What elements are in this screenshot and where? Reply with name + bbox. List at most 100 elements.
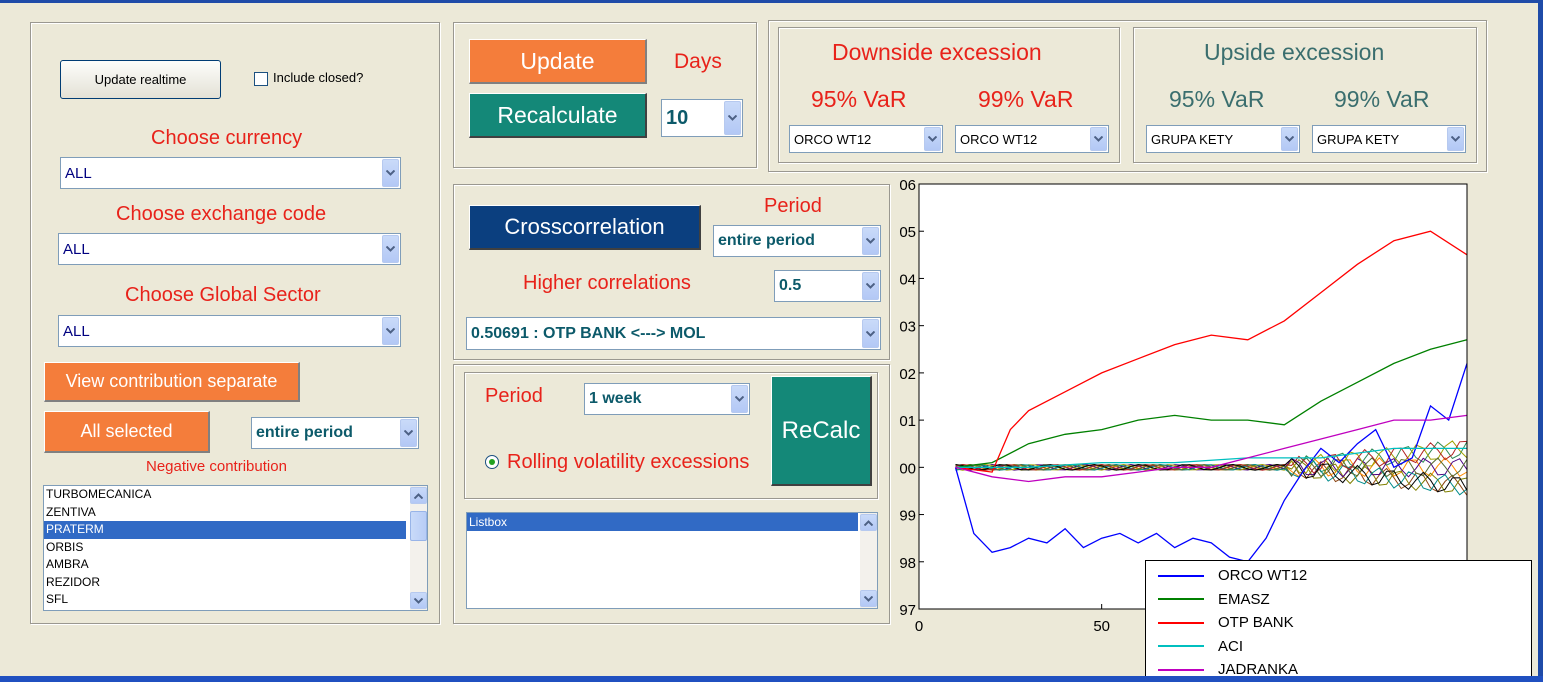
y-tick-label: 06 — [899, 177, 916, 194]
legend-entry: EMASZ — [1146, 588, 1270, 611]
y-tick-label: 01 — [899, 413, 916, 430]
rolling-volatility-radio[interactable] — [485, 455, 499, 469]
var-outer-panel — [768, 20, 1487, 172]
window-top-border — [0, 0, 1543, 3]
x-tick-label: 0 — [915, 618, 923, 635]
downside-var99-select[interactable]: ORCO WT12 — [955, 125, 1109, 153]
upside-var95-select[interactable]: GRUPA KETY — [1146, 125, 1300, 153]
crosscorrelation-button[interactable]: Crosscorrelation — [469, 205, 701, 250]
downside-panel — [778, 27, 1120, 163]
crosscorrelation-panel — [453, 184, 890, 360]
chevron-down-icon — [1447, 127, 1464, 151]
plot-area — [918, 183, 1468, 610]
y-tick-label: 04 — [899, 271, 916, 288]
downside-title: Downside excession — [832, 39, 1042, 65]
higher-correlations-value: 0.5 — [779, 277, 802, 294]
higher-correlations-select[interactable]: 0.5 — [774, 270, 881, 302]
legend-swatch — [1158, 621, 1204, 624]
rolling-period-value: 1 week — [589, 390, 642, 407]
crosscorr-period-select[interactable]: entire period — [713, 225, 881, 257]
list-item[interactable]: ZENTIVA — [46, 504, 96, 519]
left-period-value: entire period — [256, 424, 353, 441]
listbox-scrollbar[interactable] — [860, 513, 877, 608]
series-line-1 — [955, 339, 1468, 468]
scroll-thumb[interactable] — [410, 511, 427, 541]
list-item[interactable]: SFL — [46, 592, 69, 606]
choose-sector-label: Choose Global Sector — [125, 284, 321, 306]
series-line-0 — [954, 363, 1468, 563]
scroll-down-button[interactable] — [860, 590, 877, 607]
chevron-down-icon — [731, 385, 748, 413]
list-item[interactable]: PRATERM — [44, 521, 406, 539]
legend-label: EMASZ — [1218, 590, 1270, 608]
chevron-down-icon — [400, 419, 417, 447]
chevron-down-icon — [382, 317, 399, 345]
recalc-button[interactable]: ReCalc — [771, 376, 872, 486]
left-period-select[interactable]: entire period — [251, 417, 419, 449]
legend-label: ACI — [1218, 637, 1244, 655]
chart-legend: ORCO WT12 EMASZ OTP BANK ACI JADRANKA — [1145, 560, 1532, 682]
list-item[interactable]: ORBIS — [46, 539, 84, 554]
sector-value: ALL — [63, 322, 90, 340]
update-realtime-button[interactable]: Update realtime — [60, 60, 221, 99]
chevron-down-icon — [724, 101, 741, 135]
negative-contribution-items: TURBOMECANICA ZENTIVA PRATERM ORBIS AMBRA REZ… — [44, 486, 406, 609]
days-select[interactable]: 10 — [661, 99, 743, 137]
negative-contribution-list[interactable]: TURBOMECANICA ZENTIVA PRATERM ORBIS AMBRA REZ… — [43, 485, 428, 611]
line-chart: 97989900010203040506050100 — [899, 177, 1468, 635]
upside-var95-value: GRUPA KETY — [1151, 131, 1234, 147]
update-button[interactable]: Update — [469, 39, 647, 84]
x-tick-label: 50 — [1093, 618, 1110, 635]
downside-var99-value: ORCO WT12 — [960, 131, 1038, 147]
legend-swatch — [1158, 574, 1204, 577]
list-scrollbar[interactable] — [410, 486, 427, 610]
upside-var99-value: GRUPA KETY — [1317, 131, 1400, 147]
legend-entry: ACI — [1146, 635, 1243, 658]
legend-entry: ORCO WT12 — [1146, 564, 1307, 587]
correlation-pair-select[interactable]: 0.50691 : OTP BANK <---> MOL — [466, 317, 881, 350]
exchange-select[interactable]: ALL — [58, 233, 401, 265]
chevron-down-icon — [1090, 127, 1107, 151]
y-tick-label: 03 — [899, 319, 916, 336]
upside-var95-label: 95% VaR — [1169, 86, 1265, 112]
list-item[interactable]: TURBOMECANICA — [46, 487, 152, 501]
rolling-period-label: Period — [485, 385, 543, 407]
currency-select[interactable]: ALL — [60, 157, 401, 189]
rolling-listbox[interactable]: Listbox — [466, 512, 878, 609]
legend-label: OTP BANK — [1218, 614, 1294, 631]
scroll-up-button[interactable] — [860, 514, 877, 531]
legend-swatch — [1158, 598, 1204, 600]
chevron-down-icon — [1281, 127, 1298, 151]
downside-var95-select[interactable]: ORCO WT12 — [789, 125, 943, 153]
series-line-2 — [955, 230, 1468, 473]
chevron-down-icon — [862, 227, 879, 255]
sector-select[interactable]: ALL — [58, 315, 401, 347]
legend-entry: OTP BANK — [1146, 611, 1294, 634]
series-line-4 — [955, 414, 1468, 483]
rolling-inner-panel — [464, 372, 878, 499]
list-item[interactable]: REZIDOR — [46, 574, 100, 589]
crosscorr-period-value: entire period — [718, 232, 815, 249]
include-closed-checkbox[interactable] — [254, 72, 268, 86]
scroll-up-button[interactable] — [410, 487, 427, 504]
recalculate-button[interactable]: Recalculate — [469, 93, 647, 138]
rolling-outer-panel — [453, 364, 890, 624]
rolling-volatility-label: Rolling volatility excessions — [507, 451, 750, 473]
upside-var99-select[interactable]: GRUPA KETY — [1312, 125, 1466, 153]
list-item[interactable]: AMBRA — [46, 557, 89, 571]
downside-var99-label: 99% VaR — [978, 86, 1074, 112]
rolling-period-select[interactable]: 1 week — [584, 383, 750, 415]
chevron-down-icon — [862, 272, 879, 300]
left-panel — [30, 22, 440, 624]
listbox-item[interactable]: Listbox — [467, 513, 858, 531]
legend-swatch — [1158, 668, 1204, 671]
all-selected-button[interactable]: All selected — [44, 411, 210, 453]
chevron-down-icon — [924, 127, 941, 151]
scroll-down-button[interactable] — [410, 592, 427, 609]
legend-swatch — [1158, 645, 1204, 647]
view-contribution-button[interactable]: View contribution separate — [44, 362, 300, 402]
upside-var99-label: 99% VaR — [1334, 86, 1430, 112]
correlation-pair-value: 0.50691 : OTP BANK <---> MOL — [471, 324, 706, 342]
legend-label: JADRANKA — [1218, 661, 1299, 678]
negative-contribution-label: Negative contribution — [146, 458, 287, 475]
